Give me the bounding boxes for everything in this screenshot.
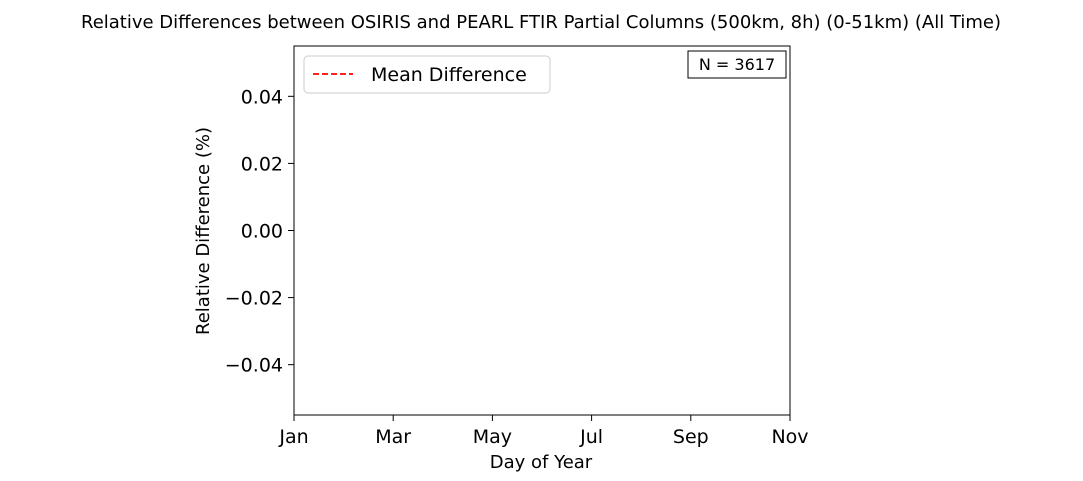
x-axis: Jan Mar May Jul Sep Nov [278,415,809,448]
x-tick-label: May [473,426,512,448]
x-tick-label: Sep [673,426,709,448]
y-tick-label: 0.04 [241,86,283,108]
annotation-box [687,50,787,79]
y-tick-label: 0.00 [241,221,283,243]
sample-count-annotation: N = 3617 [687,50,787,79]
plot-area [293,45,791,416]
legend: Mean Difference [303,55,551,94]
legend-box [303,55,551,94]
chart-title: Relative Differences between OSIRIS and … [81,12,1001,33]
x-tick-label: Nov [771,426,808,448]
y-tick-label: −0.04 [225,355,283,377]
x-tick-label: Jan [278,426,308,448]
y-axis-label: Relative Difference (%) [193,127,214,335]
x-tick-label: Mar [375,426,411,448]
y-tick-label: 0.02 [241,153,283,175]
annotation-text: N = 3617 [699,55,775,74]
y-tick-label: −0.02 [225,288,283,310]
y-axis: 0.04 0.02 0.00 −0.02 −0.04 [225,86,294,377]
legend-entry-mean-difference: Mean Difference [371,64,527,86]
x-axis-label: Day of Year [490,452,593,473]
x-tick-label: Jul [579,426,603,448]
